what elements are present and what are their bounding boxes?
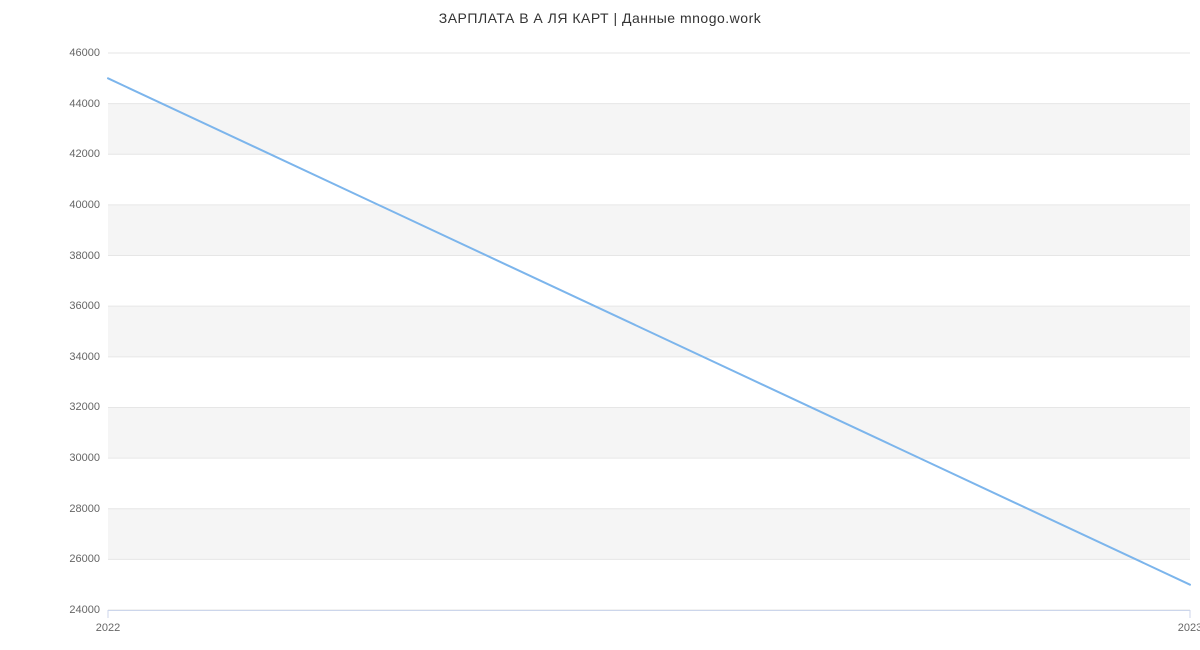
y-axis-tick-label: 28000: [0, 503, 100, 515]
x-axis-tick-label: 2023: [1178, 622, 1200, 634]
x-axis-tick-label: 2022: [96, 622, 120, 634]
y-axis-tick-label: 24000: [0, 604, 100, 616]
y-axis-tick-label: 38000: [0, 250, 100, 262]
y-axis-tick-label: 44000: [0, 98, 100, 110]
plot-svg: [108, 53, 1190, 610]
chart-title: ЗАРПЛАТА В А ЛЯ КАРТ | Данные mnogo.work: [0, 10, 1200, 26]
y-axis-tick-label: 46000: [0, 47, 100, 59]
plot-area: [108, 53, 1190, 610]
y-axis-tick-label: 30000: [0, 452, 100, 464]
y-axis-tick-label: 26000: [0, 553, 100, 565]
y-axis-tick-label: 36000: [0, 300, 100, 312]
y-axis-tick-label: 42000: [0, 148, 100, 160]
y-axis-tick-label: 34000: [0, 351, 100, 363]
y-axis-tick-label: 32000: [0, 401, 100, 413]
salary-line-chart: ЗАРПЛАТА В А ЛЯ КАРТ | Данные mnogo.work…: [0, 0, 1200, 650]
y-axis-tick-label: 40000: [0, 199, 100, 211]
